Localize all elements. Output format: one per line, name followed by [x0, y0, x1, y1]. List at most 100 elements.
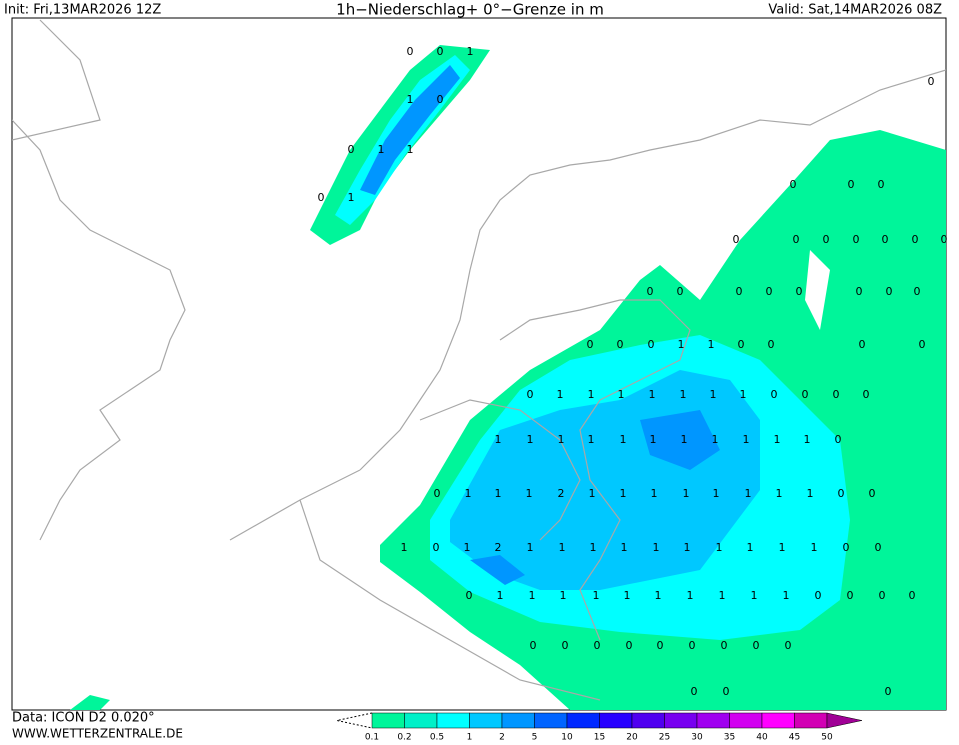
legend: 0.1 0.2 0.5 1 2 5 10 15 20 25 30 35 40 45 50 — [336, 712, 863, 743]
freezing-level-label: 2 — [558, 487, 565, 500]
freezing-level-label: 0 — [736, 285, 743, 298]
freezing-level-label: 1 — [407, 93, 414, 106]
freezing-level-label: 0 — [433, 541, 440, 554]
freezing-level-label: 0 — [914, 285, 921, 298]
freezing-level-label: 1 — [495, 433, 502, 446]
legend-label: 0.5 — [430, 733, 444, 742]
freezing-level-label: 1 — [743, 433, 750, 446]
freezing-level-label: 0 — [879, 589, 886, 602]
freezing-level-label: 1 — [774, 433, 781, 446]
freezing-level-label: 0 — [863, 388, 870, 401]
freezing-level-label: 1 — [687, 589, 694, 602]
freezing-level-label: 0 — [843, 541, 850, 554]
freezing-level-label: 0 — [815, 589, 822, 602]
freezing-level-label: 1 — [683, 487, 690, 500]
legend-swatch — [404, 712, 438, 729]
freezing-level-label: 1 — [708, 338, 715, 351]
legend-label: 0.2 — [397, 733, 411, 742]
freezing-level-label: 1 — [497, 589, 504, 602]
freezing-level-label: 0 — [733, 233, 740, 246]
freezing-level-label: 1 — [651, 487, 658, 500]
coastline — [12, 119, 186, 541]
freezing-level-label: 1 — [650, 433, 657, 446]
legend-swatch — [729, 712, 763, 729]
freezing-level-label: 0 — [530, 639, 537, 652]
legend-label: 2 — [499, 733, 505, 742]
legend-swatch — [501, 712, 535, 729]
freezing-level-label: 0 — [912, 233, 919, 246]
precip-band — [360, 65, 460, 195]
freezing-level-label: 1 — [783, 589, 790, 602]
freezing-level-label: 1 — [740, 388, 747, 401]
border — [499, 299, 691, 641]
coastline — [12, 19, 101, 141]
legend-label: 0.1 — [365, 733, 379, 742]
coastline — [359, 69, 946, 471]
freezing-level-label: 1 — [751, 589, 758, 602]
precip-area — [470, 410, 720, 585]
dry-gap — [805, 250, 830, 330]
freezing-level-label: 1 — [348, 191, 355, 204]
freezing-level-label: 1 — [719, 589, 726, 602]
freezing-level-label: 1 — [588, 433, 595, 446]
map — [11, 17, 947, 711]
freezing-level-label: 0 — [823, 233, 830, 246]
freezing-level-label: 1 — [590, 541, 597, 554]
legend-label: 1 — [467, 733, 473, 742]
freezing-level-label: 0 — [689, 639, 696, 652]
freezing-level-label: 0 — [941, 233, 948, 246]
freezing-level-label: 0 — [838, 487, 845, 500]
legend-swatch — [566, 712, 600, 729]
freezing-level-label: 0 — [648, 338, 655, 351]
freezing-level-label: 1 — [465, 487, 472, 500]
freezing-level-label: 1 — [588, 388, 595, 401]
freezing-level-label: 1 — [620, 487, 627, 500]
freezing-level-label: 0 — [853, 233, 860, 246]
freezing-level-label: 1 — [710, 388, 717, 401]
freezing-level-label: 0 — [878, 178, 885, 191]
freezing-level-label: 1 — [559, 541, 566, 554]
freezing-level-label: 0 — [657, 639, 664, 652]
freezing-level-label: 1 — [407, 143, 414, 156]
legend-swatch — [631, 712, 665, 729]
legend-swatch — [794, 712, 828, 729]
map-title: 1h−Niederschlag+ 0°−Grenze in m — [336, 1, 604, 19]
legend-swatch — [436, 712, 470, 729]
freezing-level-label: 0 — [348, 143, 355, 156]
freezing-level-label: 0 — [909, 589, 916, 602]
freezing-level-label: 0 — [919, 338, 926, 351]
freezing-level-label: 0 — [626, 639, 633, 652]
freezing-level-label: 1 — [716, 541, 723, 554]
freezing-level-label: 0 — [771, 388, 778, 401]
legend-swatch — [696, 712, 730, 729]
freezing-level-label: 1 — [464, 541, 471, 554]
freezing-level-label: 1 — [649, 388, 656, 401]
freezing-level-label: 0 — [437, 45, 444, 58]
freezing-level-label: 0 — [562, 639, 569, 652]
freezing-level-label: 0 — [691, 685, 698, 698]
freezing-level-label: 0 — [833, 388, 840, 401]
freezing-level-label: 0 — [847, 589, 854, 602]
freezing-level-label: 0 — [790, 178, 797, 191]
freezing-level-label: 0 — [594, 639, 601, 652]
legend-swatch — [469, 712, 503, 729]
freezing-level-label: 1 — [684, 541, 691, 554]
freezing-level-label: 0 — [848, 178, 855, 191]
freezing-level-label: 0 — [723, 685, 730, 698]
freezing-level-label: 2 — [495, 541, 502, 554]
freezing-level-label: 1 — [558, 433, 565, 446]
freezing-level-label: 1 — [712, 433, 719, 446]
freezing-level-label: 1 — [378, 143, 385, 156]
freezing-level-label: 0 — [437, 93, 444, 106]
freezing-level-label: 0 — [617, 338, 624, 351]
legend-swatch — [599, 712, 633, 729]
legend-label: 50 — [821, 733, 833, 742]
init-time: Init: Fri,13MAR2026 12Z — [4, 3, 161, 18]
legend-label: 35 — [724, 733, 735, 742]
freezing-level-label: 0 — [875, 541, 882, 554]
freezing-level-label: 1 — [621, 541, 628, 554]
freezing-level-label: 0 — [859, 338, 866, 351]
freezing-level-label: 1 — [527, 541, 534, 554]
freezing-level-label: 1 — [779, 541, 786, 554]
freezing-level-label: 1 — [495, 487, 502, 500]
